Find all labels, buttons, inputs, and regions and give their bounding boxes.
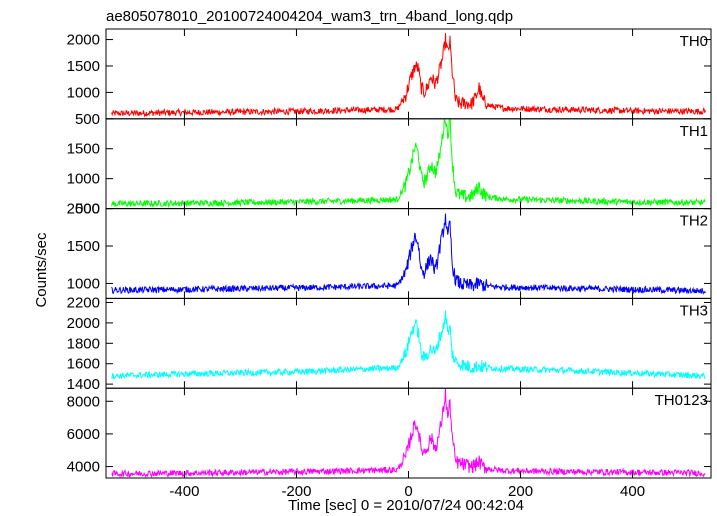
- y-tick-label: 8000: [67, 393, 100, 410]
- y-tick-label: 500: [75, 111, 100, 128]
- y-tick-label: 1000: [67, 84, 100, 101]
- y-tick-label: 2000: [67, 201, 100, 218]
- y-tick-label: 1600: [67, 356, 100, 373]
- y-tick-label: 2000: [67, 32, 100, 49]
- y-tick-label: 6000: [67, 426, 100, 443]
- y-tick-label: 1500: [67, 58, 100, 75]
- panel-th0123: 4000 6000 8000 TH0123 -400 -200 0 200 400: [67, 387, 712, 500]
- series-label: TH0123: [655, 392, 708, 409]
- series-line-th1: [111, 118, 706, 209]
- panel-frame: [105, 208, 712, 299]
- figure-title: ae805078010_20100724004204_wam3_trn_4ban…: [106, 8, 513, 25]
- panel-th3: 1400 1600 1800 2000 2200 TH3: [67, 294, 712, 393]
- y-tick-label: 1500: [67, 238, 100, 255]
- y-tick-label: 2000: [67, 315, 100, 332]
- panel-th1: 500 1000 1500 TH1: [67, 118, 712, 218]
- panel-frame: [105, 387, 712, 479]
- y-tick-label: 1000: [67, 275, 100, 292]
- series-line-th3: [111, 310, 706, 381]
- panel-frame: [105, 118, 712, 210]
- series-line-th0123: [111, 388, 706, 479]
- x-axis-label: Time [sec] 0 = 2010/07/24 00:42:04: [288, 497, 524, 514]
- series-label: TH1: [680, 123, 708, 140]
- y-tick-label: 2200: [67, 294, 100, 311]
- panel-frame: [105, 28, 712, 120]
- x-tick-label: 400: [620, 483, 645, 500]
- y-tick-label: 1500: [67, 141, 100, 158]
- series-label: TH0: [680, 33, 708, 50]
- x-tick-label: -200: [281, 483, 311, 500]
- x-tick-label: 0: [404, 483, 412, 500]
- y-tick-label: 1800: [67, 335, 100, 352]
- y-tick-label: 1000: [67, 171, 100, 188]
- series-line-th2: [111, 213, 706, 296]
- series-line-th0: [111, 33, 706, 118]
- series-label: TH3: [680, 302, 708, 319]
- y-tick-label: 1400: [67, 376, 100, 393]
- x-tick-label: 200: [508, 483, 533, 500]
- y-axis-label: Counts/sec: [33, 232, 50, 308]
- panel-th2: 1000 1500 2000 TH2: [67, 201, 712, 299]
- panel-th0: 500 1000 1500 2000 TH0: [67, 28, 712, 128]
- y-tick-label: 500: [75, 201, 100, 218]
- y-tick-label: 4000: [67, 459, 100, 476]
- x-tick-label: -400: [169, 483, 199, 500]
- series-label: TH2: [680, 213, 708, 230]
